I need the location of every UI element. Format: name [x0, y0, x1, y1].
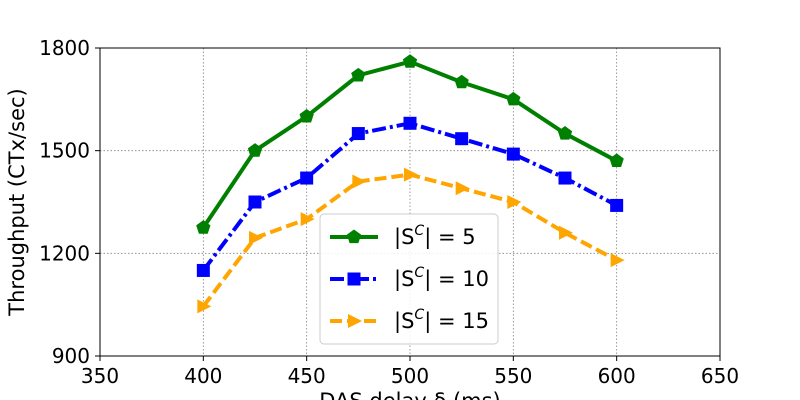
data-point [351, 127, 365, 141]
data-point [455, 181, 470, 196]
data-point [558, 171, 572, 185]
legend-label-sup: C [414, 223, 424, 239]
y-tick-label: 900 [52, 344, 90, 368]
data-point [610, 253, 625, 268]
data-point [351, 67, 366, 82]
legend-label: |SC| = 10 [394, 265, 489, 292]
data-point [609, 153, 624, 167]
legend-marker [348, 314, 362, 328]
y-tick-label: 1200 [39, 241, 90, 265]
data-point [352, 174, 367, 189]
series-2 [196, 116, 624, 277]
x-tick-label: 350 [81, 364, 119, 388]
data-point [403, 116, 417, 130]
data-point [402, 54, 418, 68]
data-point [610, 198, 624, 212]
legend-entry: |SC| = 5 [330, 223, 476, 250]
data-point [506, 147, 520, 161]
data-point [197, 299, 212, 314]
data-point [247, 143, 263, 157]
x-tick-label: 400 [184, 364, 222, 388]
x-tick-label: 450 [288, 364, 326, 388]
legend-label-rest: | = 10 [424, 267, 489, 292]
data-point [299, 108, 314, 123]
x-tick-label: 650 [701, 364, 739, 388]
legend-label: |SC| = 15 [394, 307, 489, 334]
data-point [507, 195, 522, 209]
legend-label-sup: C [414, 307, 424, 323]
data-point [249, 230, 263, 245]
legend-box [319, 213, 499, 345]
series-3 [197, 167, 625, 314]
data-point [404, 167, 418, 182]
data-point [300, 171, 314, 185]
data-point [248, 195, 262, 209]
legend-label-sup: C [414, 265, 424, 281]
y-tick-label: 1500 [39, 139, 90, 163]
legend-entry: |SC| = 10 [330, 265, 489, 292]
data-point [300, 212, 315, 227]
y-axis-label: Throughput (CTx/sec) [5, 88, 29, 316]
legend-label-base: |S [394, 267, 414, 292]
axis-ticks: 350 400 450 500 550 600 650 900 1200 1500 1800 [39, 36, 739, 388]
series-layer [196, 54, 625, 314]
x-tick-label: 500 [391, 364, 429, 388]
data-point [196, 220, 211, 234]
data-point [557, 126, 573, 140]
legend-marker [347, 272, 361, 286]
x-tick-label: 550 [494, 364, 532, 388]
y-tick-label: 1800 [39, 36, 90, 60]
data-point [506, 91, 521, 106]
legend-label-rest: | = 15 [424, 309, 489, 334]
legend-label-base: |S [394, 309, 414, 334]
data-point [196, 263, 210, 277]
legend-label-rest: | = 5 [424, 225, 475, 250]
x-tick-label: 600 [598, 364, 636, 388]
data-point [454, 74, 469, 89]
legend-label-base: |S [394, 225, 414, 250]
legend-label: |SC| = 5 [394, 223, 476, 250]
legend-marker [346, 229, 362, 244]
legend-entry: |SC| = 15 [330, 307, 489, 334]
data-point [455, 132, 469, 146]
legend: |SC| = 5|SC| = 10|SC| = 15 [319, 213, 499, 345]
data-point [559, 225, 573, 240]
series-1 [196, 54, 624, 234]
x-axis-label: DAS delay δ (ms) [319, 389, 501, 400]
